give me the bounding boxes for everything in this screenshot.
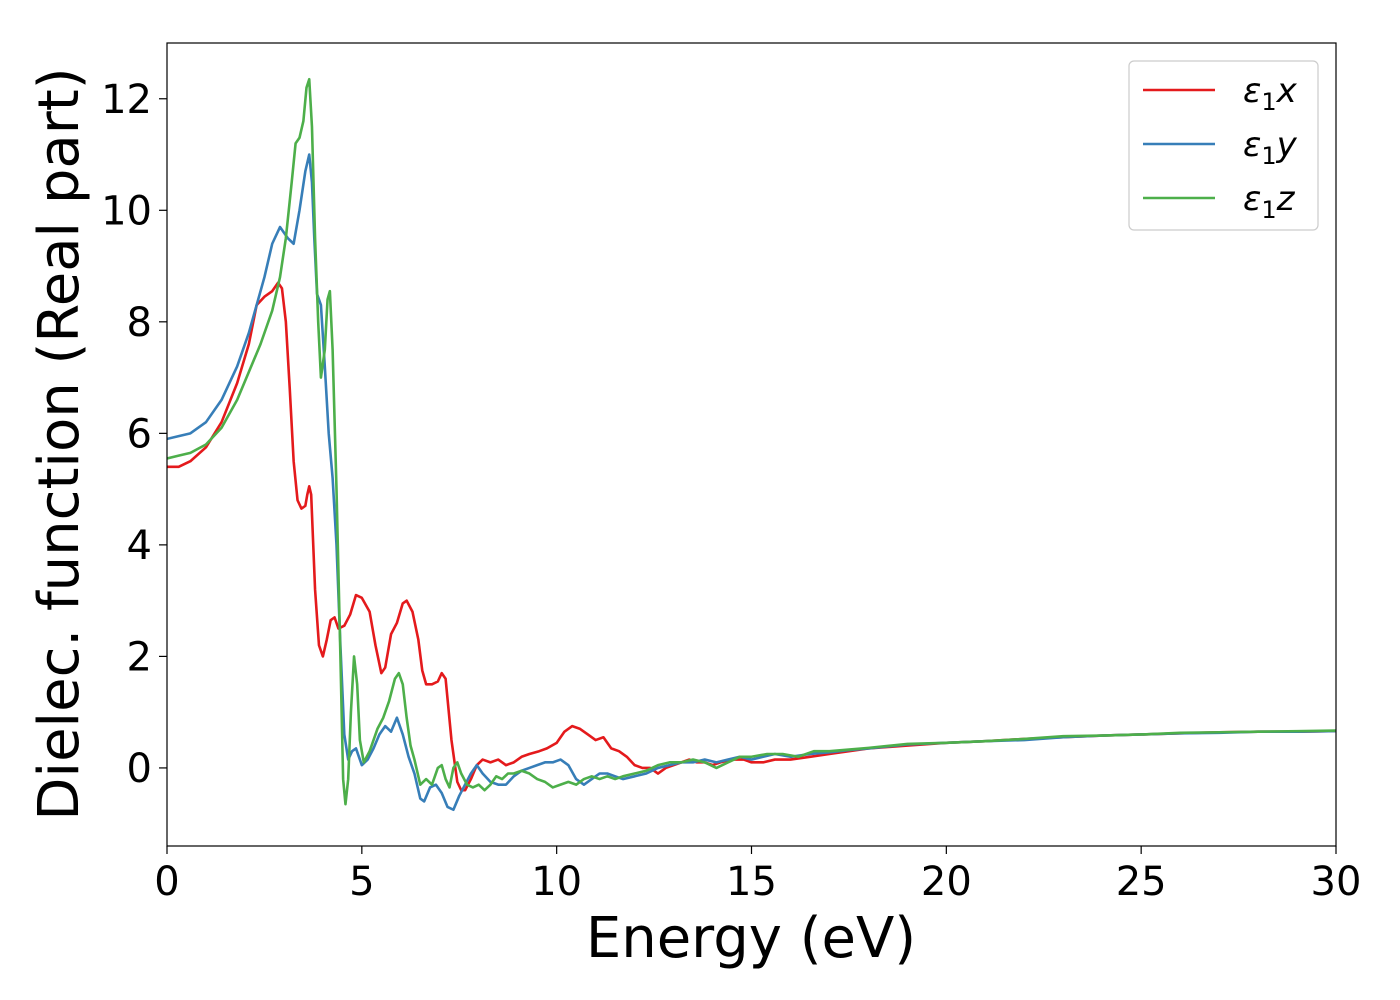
legend-label-subscript: 1	[1261, 142, 1276, 170]
legend-label-main: ε	[1243, 179, 1261, 219]
legend-label-subscript: 1	[1261, 196, 1276, 224]
legend-label-z: ε1z	[1243, 179, 1296, 224]
y-tick-label: 6	[127, 411, 152, 457]
legend-label-suffix: x	[1276, 71, 1298, 111]
y-tick-label: 10	[101, 188, 152, 234]
legend-label-suffix: z	[1276, 179, 1296, 219]
x-tick-label: 25	[1116, 859, 1167, 905]
legend-frame	[1128, 60, 1319, 231]
series-line-z	[167, 77, 1336, 806]
x-tick-label: 5	[349, 859, 374, 905]
legend-label-subscript: 1	[1261, 88, 1276, 116]
y-tick-label: 4	[127, 523, 152, 569]
legend-label-main: ε	[1243, 71, 1261, 111]
legend-label-main: ε	[1243, 125, 1261, 165]
y-tick-label: 8	[127, 300, 152, 346]
x-axis-label: Energy (eV)	[586, 906, 916, 971]
y-tick-label: 12	[101, 77, 152, 123]
x-tick-label: 15	[726, 859, 777, 905]
legend-label-x: ε1x	[1243, 71, 1298, 116]
y-axis-ticks: 0 2 4 6 8 10 12	[101, 77, 167, 792]
legend-label-y: ε1y	[1243, 125, 1298, 170]
x-axis-ticks: 0 5 10 15 20 25 30	[154, 846, 1361, 905]
y-tick-label: 2	[127, 634, 152, 680]
legend-label-suffix: y	[1276, 125, 1298, 165]
y-tick-label: 0	[127, 746, 152, 792]
series-layer	[167, 77, 1336, 812]
x-tick-label: 10	[531, 859, 582, 905]
x-tick-label: 20	[921, 859, 972, 905]
x-tick-label: 0	[154, 859, 179, 905]
y-axis-label: Dielec. function (Real part)	[27, 67, 92, 820]
x-tick-label: 30	[1311, 859, 1362, 905]
